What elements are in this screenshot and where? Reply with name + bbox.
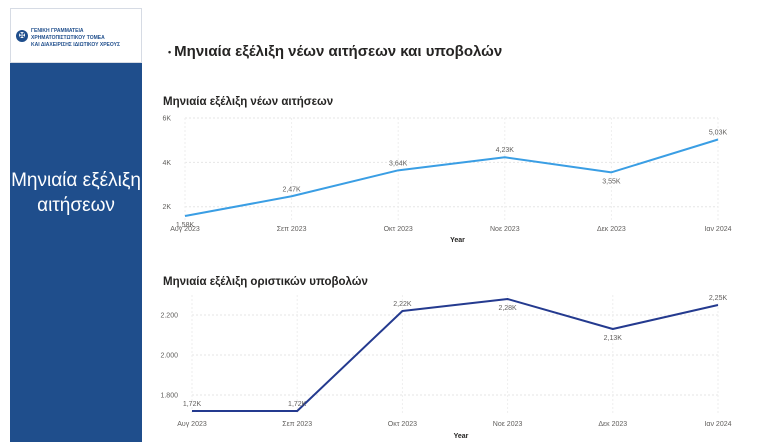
y-tick-label: 6K bbox=[162, 116, 171, 123]
data-label: 2,28K bbox=[498, 305, 517, 312]
x-axis-title: Year bbox=[454, 433, 469, 440]
x-axis-title: Year bbox=[450, 237, 465, 244]
logo-line-1: ΓΕΝΙΚΗ ΓΡΑΜΜΑΤΕΙΑ ΧΡΗΜΑΤΟΠΙΣΤΩΤΙΚΟΥ ΤΟΜΕ… bbox=[31, 28, 105, 41]
y-tick-label: 2.200 bbox=[160, 313, 178, 320]
x-tick-label: Οκτ 2023 bbox=[388, 421, 417, 428]
chart-2-title: Μηνιαία εξέλιξη οριστικών υποβολών bbox=[163, 276, 368, 288]
new-applications-line-chart: 2K 4K 6K 1,58K 2,47K 3,64K 4,23K 3,55K 5,03K Αυγ … bbox=[162, 116, 731, 245]
bullet-icon: • bbox=[168, 47, 172, 58]
logo-line-2: ΚΑΙ ΔΙΑΧΕΙΡΙΣΗΣ ΙΔΙΩΤΙΚΟΥ ΧΡΕΟΥΣ bbox=[31, 42, 120, 48]
x-tick-label: Ιαν 2024 bbox=[704, 226, 731, 233]
coat-of-arms-icon: ✠ bbox=[16, 30, 28, 42]
x-tick-label: Δεκ 2023 bbox=[598, 421, 627, 428]
x-tick-label: Αυγ 2023 bbox=[170, 226, 200, 233]
y-tick-label: 1.800 bbox=[160, 393, 178, 400]
data-label: 2,25K bbox=[709, 295, 728, 302]
data-label: 5,03K bbox=[709, 130, 728, 137]
page-title: • Μηνιαία εξέλιξη νέων αιτήσεων και υποβο… bbox=[168, 43, 502, 60]
data-label: 2,47K bbox=[282, 186, 301, 193]
final-submissions-line-chart: 1.800 2.000 2.200 1,72K 1,72K 2,22K 2,28K 2,13K… bbox=[160, 295, 732, 440]
x-tick-label: Νοε 2023 bbox=[490, 226, 520, 233]
x-tick-label: Νοε 2023 bbox=[493, 421, 523, 428]
organization-logo: ✠ ΓΕΝΙΚΗ ΓΡΑΜΜΑΤΕΙΑ ΧΡΗΜΑΤΟΠΙΣΤΩΤΙΚΟΥ ΤΟ… bbox=[10, 8, 142, 63]
data-label: 2,22K bbox=[393, 301, 412, 308]
page-title-text: Μηνιαία εξέλιξη νέων αιτήσεων και υποβολ… bbox=[174, 43, 503, 60]
sidebar-title: Μηνιαία εξέλιξη αιτήσεων bbox=[11, 170, 141, 216]
data-label: 3,64K bbox=[389, 160, 408, 167]
chart-1-title: Μηνιαία εξέλιξη νέων αιτήσεων bbox=[163, 96, 334, 108]
logo-text: ΓΕΝΙΚΗ ΓΡΑΜΜΑΤΕΙΑ ΧΡΗΜΑΤΟΠΙΣΤΩΤΙΚΟΥ ΤΟΜΕ… bbox=[31, 28, 139, 49]
x-tick-label: Δεκ 2023 bbox=[597, 226, 626, 233]
data-label: 1,58K bbox=[176, 222, 195, 229]
x-tick-label: Αυγ 2023 bbox=[177, 421, 207, 428]
data-label: 2,13K bbox=[604, 335, 623, 342]
data-label: 3,55K bbox=[602, 178, 621, 185]
x-tick-label: Ιαν 2024 bbox=[704, 421, 731, 428]
x-tick-label: Σεπ 2023 bbox=[282, 421, 312, 428]
y-tick-label: 2K bbox=[162, 204, 171, 211]
y-tick-label: 4K bbox=[162, 160, 171, 167]
sidebar: ✠ ΓΕΝΙΚΗ ΓΡΑΜΜΑΤΕΙΑ ΧΡΗΜΑΤΟΠΙΣΤΩΤΙΚΟΥ ΤΟ… bbox=[10, 8, 142, 442]
x-tick-label: Οκτ 2023 bbox=[384, 226, 413, 233]
series-line bbox=[192, 298, 719, 412]
y-tick-label: 2.000 bbox=[160, 353, 178, 360]
series-line bbox=[184, 138, 719, 217]
data-label: 1,72K bbox=[183, 401, 202, 408]
data-label: 4,23K bbox=[496, 147, 515, 154]
x-tick-label: Σεπ 2023 bbox=[277, 226, 307, 233]
data-label: 1,72K bbox=[288, 401, 307, 408]
